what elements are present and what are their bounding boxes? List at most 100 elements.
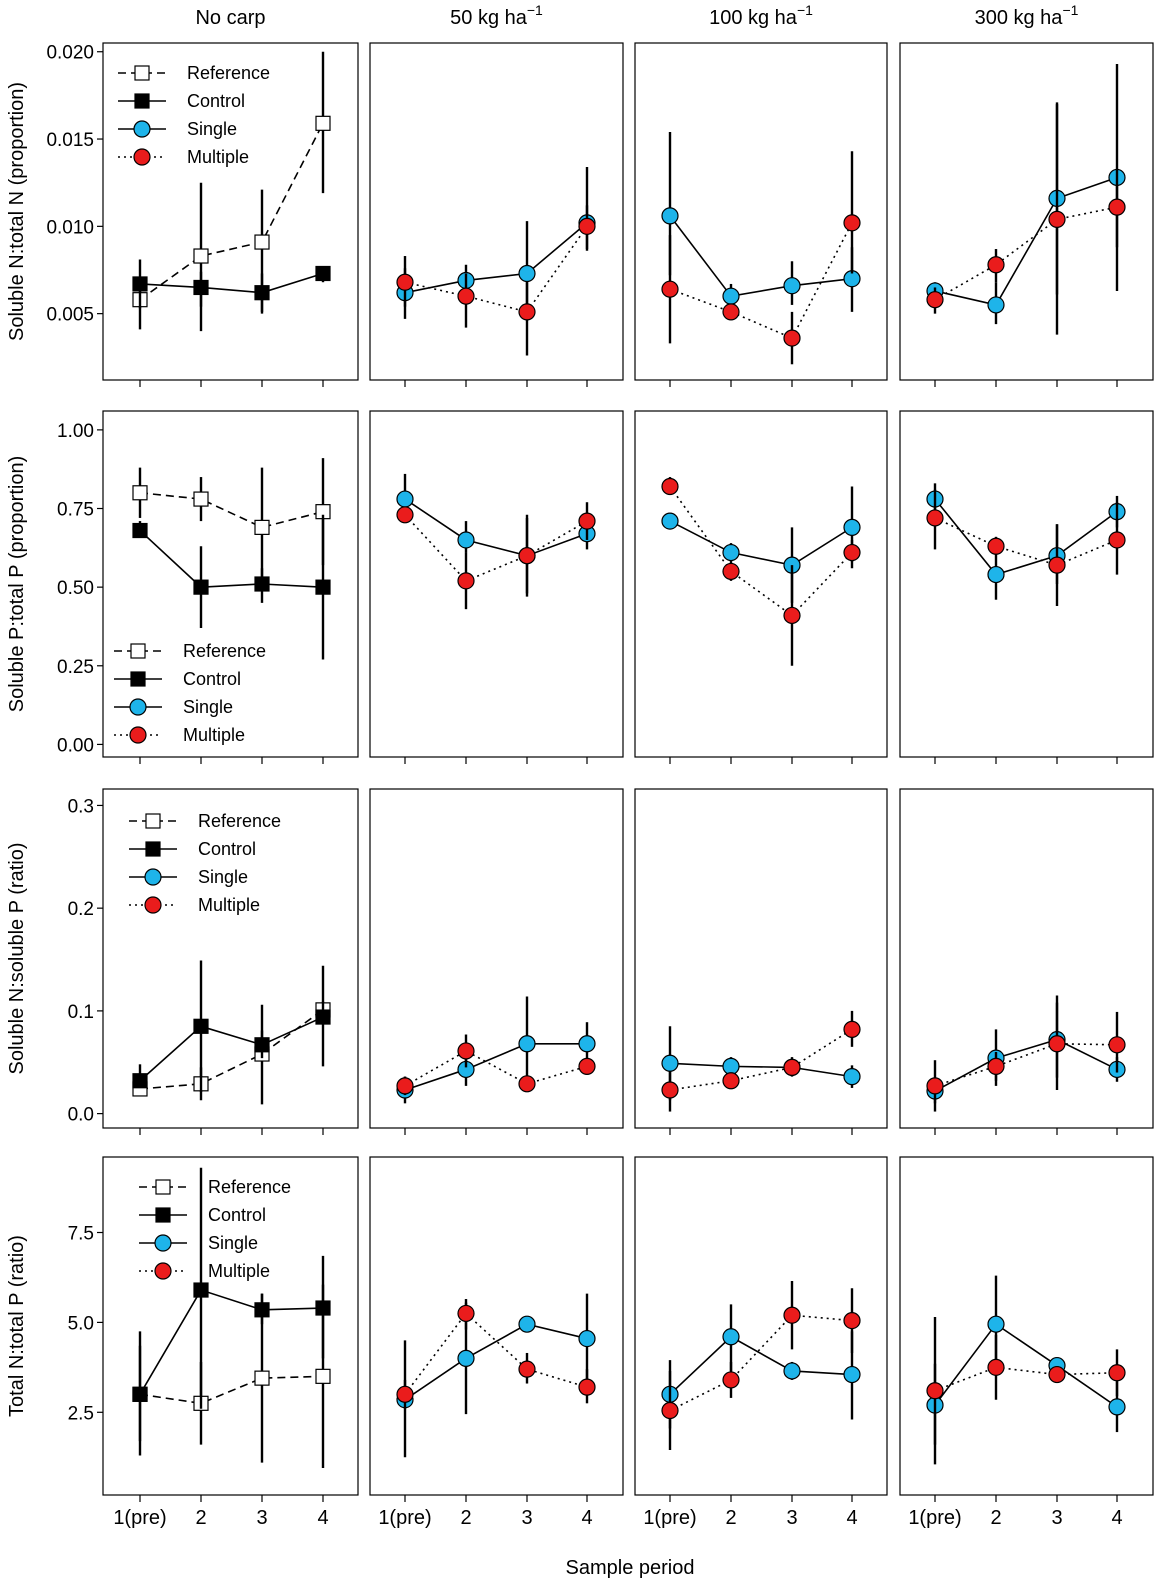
data-point [926, 1077, 944, 1095]
data-point [193, 1018, 209, 1034]
data-point [254, 576, 270, 592]
series-multiple [661, 477, 861, 666]
legend-marker [145, 841, 161, 857]
data-point [457, 572, 475, 590]
data-point [843, 1020, 861, 1038]
panel-frame [899, 788, 1154, 1129]
data-point [193, 579, 209, 595]
data-point [1108, 1398, 1126, 1416]
data-point [1108, 1364, 1126, 1382]
data-point [315, 1368, 331, 1384]
series-line [404, 1312, 588, 1395]
series-control [132, 1167, 331, 1442]
data-point [396, 273, 414, 291]
y-tick-label: 1.00 [57, 421, 94, 442]
data-point [661, 1401, 679, 1420]
x-tick-label: 4 [317, 1507, 328, 1529]
series-line [669, 486, 853, 617]
data-point [987, 565, 1005, 584]
data-point [457, 531, 475, 549]
data-point [926, 291, 944, 309]
y-tick-label: 0.005 [46, 305, 94, 326]
data-point [254, 1037, 270, 1053]
y-tick-label: 0.2 [68, 899, 94, 920]
panel: 0.005 0.010 0.015 0.020 Reference Control Sing… [46, 42, 359, 387]
x-tick-label: 3 [1051, 1507, 1062, 1529]
data-point [518, 1075, 536, 1093]
data-point [722, 303, 740, 321]
series-single [396, 1293, 596, 1458]
legend-marker [130, 643, 146, 659]
data-point [722, 1371, 740, 1389]
panel-frame [634, 1156, 888, 1496]
data-point [396, 1385, 414, 1403]
data-point [1108, 531, 1126, 549]
x-tick-label: 3 [256, 1507, 267, 1529]
data-point [132, 485, 148, 501]
series-multiple [396, 502, 596, 610]
legend-marker [154, 1234, 172, 1252]
data-point [254, 285, 270, 301]
series-single [926, 483, 1126, 600]
series-single [926, 1275, 1126, 1445]
series-line [934, 1366, 1118, 1392]
series-line [139, 1289, 324, 1395]
data-point [987, 1358, 1005, 1376]
series-reference [132, 458, 331, 584]
column-title: 50 kg ha−1 [450, 2, 543, 29]
data-point [661, 1081, 679, 1099]
series-line [669, 215, 853, 298]
y-tick-label: 0.1 [68, 1002, 94, 1023]
series-reference [132, 1284, 331, 1469]
legend-label: Multiple [198, 895, 260, 915]
panel-frame [634, 788, 888, 1129]
legend-label: Single [187, 119, 237, 139]
legend-label: Reference [208, 1177, 291, 1197]
y-tick-label: 0.50 [57, 578, 94, 599]
series-line [139, 1009, 324, 1090]
panel: 0.00 0.25 0.50 0.75 1.00 Reference Control Sing… [57, 410, 359, 764]
x-tick-label: 3 [521, 1507, 532, 1529]
legend-marker [155, 1207, 171, 1223]
series-line [139, 1016, 324, 1082]
data-point [843, 1312, 861, 1330]
data-point [193, 279, 209, 296]
x-axis-title: Sample period [566, 1557, 695, 1579]
series-line [934, 498, 1118, 576]
panel-frame [899, 410, 1154, 758]
data-point [1048, 1035, 1066, 1053]
data-point [193, 491, 209, 507]
data-point [193, 1282, 209, 1298]
y-tick-label: 0.0 [68, 1105, 94, 1126]
data-point [783, 329, 801, 347]
panel-frame [102, 42, 359, 381]
data-point [987, 1057, 1005, 1075]
legend-marker [134, 65, 150, 81]
data-point [518, 547, 536, 565]
panel [369, 42, 624, 387]
legend-label: Reference [183, 641, 266, 661]
panel [369, 410, 624, 764]
data-point [254, 1302, 270, 1318]
x-tick-label: 1(pre) [378, 1507, 431, 1529]
panel [634, 42, 888, 387]
data-point [315, 265, 331, 282]
data-point [254, 234, 270, 250]
data-point [722, 1057, 740, 1075]
x-tick-label: 3 [786, 1507, 797, 1529]
y-tick-label: 0.25 [57, 657, 94, 678]
series-single [661, 132, 861, 312]
panel: 1(pre) 2 3 4 [634, 1156, 888, 1529]
data-point [661, 1054, 679, 1072]
legend-label: Reference [187, 63, 270, 83]
series-line [669, 222, 853, 340]
data-point [1108, 1036, 1126, 1054]
series-line [139, 272, 324, 294]
series-multiple [926, 1317, 1126, 1465]
column-title: 100 kg ha−1 [709, 2, 813, 29]
data-point [315, 1300, 331, 1316]
legend-marker [145, 813, 161, 829]
data-point [661, 207, 679, 225]
column-titles: No carp 50 kg ha−1 100 kg ha−1 300 kg ha−1 [195, 2, 1078, 29]
data-point [578, 1035, 596, 1053]
